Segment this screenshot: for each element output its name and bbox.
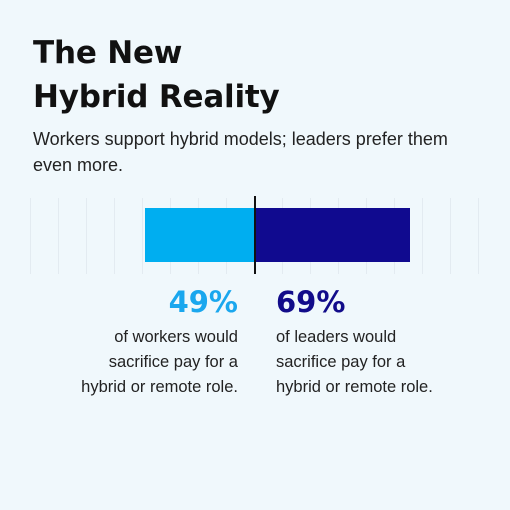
gridline bbox=[30, 198, 31, 274]
gridline bbox=[86, 198, 87, 274]
gridline bbox=[450, 198, 451, 274]
subtitle: Workers support hybrid models; leaders p… bbox=[33, 129, 448, 175]
gridline bbox=[422, 198, 423, 274]
leaders-bar bbox=[255, 208, 411, 262]
gridline bbox=[58, 198, 59, 274]
title-line-1: The New bbox=[33, 35, 183, 71]
title-line-2: Hybrid Reality bbox=[33, 79, 280, 115]
gridline bbox=[114, 198, 115, 274]
leaders-description: of leaders would sacrifice pay for a hyb… bbox=[276, 328, 433, 396]
workers-bar bbox=[144, 208, 255, 262]
comparison-bar-chart bbox=[0, 190, 510, 280]
workers-description: of workers would sacrifice pay for a hyb… bbox=[81, 328, 238, 396]
leaders-percent: 69% bbox=[276, 285, 346, 319]
gridline bbox=[142, 198, 143, 274]
gridline bbox=[478, 198, 479, 274]
workers-percent: 49% bbox=[168, 285, 238, 319]
page-title: The New Hybrid Reality bbox=[33, 31, 433, 119]
leaders-stat: 69% of leaders would sacrifice pay for a… bbox=[276, 285, 486, 400]
center-divider bbox=[254, 196, 256, 274]
workers-stat: 49% of workers would sacrifice pay for a… bbox=[28, 285, 238, 400]
